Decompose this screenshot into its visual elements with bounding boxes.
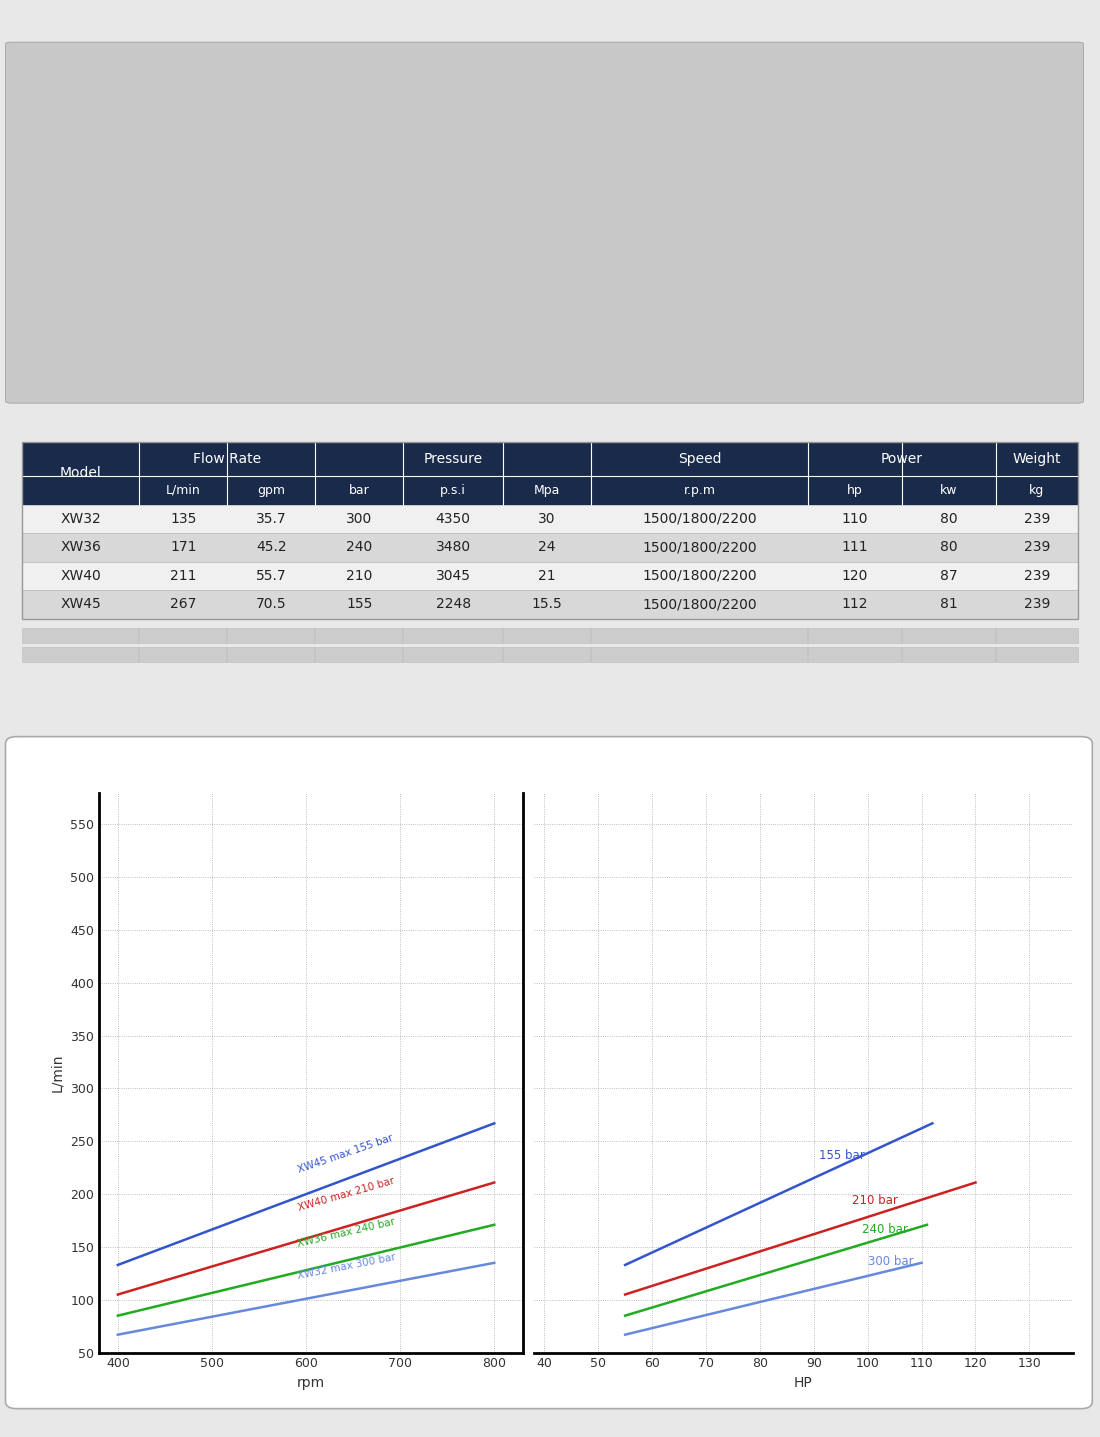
Text: 1500/1800/2200: 1500/1800/2200 <box>642 569 757 583</box>
Text: 112: 112 <box>842 598 868 611</box>
Text: 1500/1800/2200: 1500/1800/2200 <box>642 540 757 555</box>
Text: 171: 171 <box>170 540 197 555</box>
Text: 300: 300 <box>346 512 373 526</box>
Text: Pressure: Pressure <box>424 451 483 466</box>
Text: 135: 135 <box>170 512 197 526</box>
Text: 3045: 3045 <box>436 569 471 583</box>
Text: 45.2: 45.2 <box>256 540 287 555</box>
Text: 80: 80 <box>940 540 958 555</box>
Text: p.s.i: p.s.i <box>440 484 466 497</box>
Text: 3480: 3480 <box>436 540 471 555</box>
X-axis label: rpm: rpm <box>297 1377 324 1390</box>
Text: 55.7: 55.7 <box>256 569 287 583</box>
Text: XW40: XW40 <box>60 569 101 583</box>
Text: 210: 210 <box>346 569 373 583</box>
Text: 81: 81 <box>940 598 958 611</box>
FancyBboxPatch shape <box>6 42 1084 404</box>
Text: 155 bar: 155 bar <box>820 1150 865 1163</box>
X-axis label: HP: HP <box>793 1377 813 1390</box>
Bar <box>22 533 1078 562</box>
Bar <box>22 562 1078 591</box>
Text: Speed: Speed <box>678 451 722 466</box>
Text: 120: 120 <box>842 569 868 583</box>
Text: kg: kg <box>1030 484 1045 497</box>
Text: XW32 max 300 bar: XW32 max 300 bar <box>297 1252 397 1280</box>
Text: 300 bar: 300 bar <box>868 1255 913 1267</box>
Text: 239: 239 <box>1024 569 1050 583</box>
Text: 211: 211 <box>170 569 197 583</box>
Text: Flow Rate: Flow Rate <box>194 451 262 466</box>
Text: XW36 max 240 bar: XW36 max 240 bar <box>297 1217 396 1249</box>
Text: 21: 21 <box>538 569 556 583</box>
Text: 239: 239 <box>1024 512 1050 526</box>
Text: 110: 110 <box>842 512 868 526</box>
Text: XW45: XW45 <box>60 598 101 611</box>
Text: gpm: gpm <box>257 484 285 497</box>
Bar <box>22 441 1078 619</box>
Text: 267: 267 <box>170 598 197 611</box>
Text: 70.5: 70.5 <box>256 598 287 611</box>
Text: 239: 239 <box>1024 540 1050 555</box>
Text: 87: 87 <box>940 569 958 583</box>
Bar <box>22 441 1078 504</box>
Text: 1500/1800/2200: 1500/1800/2200 <box>642 512 757 526</box>
Bar <box>22 647 1078 662</box>
Text: 240 bar: 240 bar <box>862 1223 909 1236</box>
Text: 239: 239 <box>1024 598 1050 611</box>
Text: L/min: L/min <box>166 484 200 497</box>
Text: 2248: 2248 <box>436 598 471 611</box>
Text: Power: Power <box>881 451 923 466</box>
Text: r.p.m: r.p.m <box>683 484 716 497</box>
Text: XW45 max 155 bar: XW45 max 155 bar <box>297 1132 395 1175</box>
Text: 24: 24 <box>538 540 556 555</box>
Text: 111: 111 <box>842 540 868 555</box>
Text: XW36: XW36 <box>60 540 101 555</box>
Y-axis label: L/min: L/min <box>51 1053 65 1092</box>
Text: 80: 80 <box>940 512 958 526</box>
Text: Weight: Weight <box>1013 451 1062 466</box>
Text: 240: 240 <box>346 540 373 555</box>
Text: Mpa: Mpa <box>534 484 560 497</box>
Text: 15.5: 15.5 <box>531 598 562 611</box>
Bar <box>22 591 1078 619</box>
Text: 30: 30 <box>538 512 556 526</box>
Text: Model: Model <box>59 466 101 480</box>
Text: 155: 155 <box>346 598 373 611</box>
Text: XW40 max 210 bar: XW40 max 210 bar <box>297 1175 396 1213</box>
Text: 1500/1800/2200: 1500/1800/2200 <box>642 598 757 611</box>
Text: bar: bar <box>349 484 370 497</box>
Text: 35.7: 35.7 <box>256 512 287 526</box>
Text: XW32: XW32 <box>60 512 101 526</box>
Text: 4350: 4350 <box>436 512 471 526</box>
Text: hp: hp <box>847 484 862 497</box>
Text: 210 bar: 210 bar <box>851 1194 898 1207</box>
Text: kw: kw <box>940 484 958 497</box>
FancyBboxPatch shape <box>6 737 1092 1408</box>
Bar <box>22 628 1078 642</box>
Bar <box>22 504 1078 533</box>
